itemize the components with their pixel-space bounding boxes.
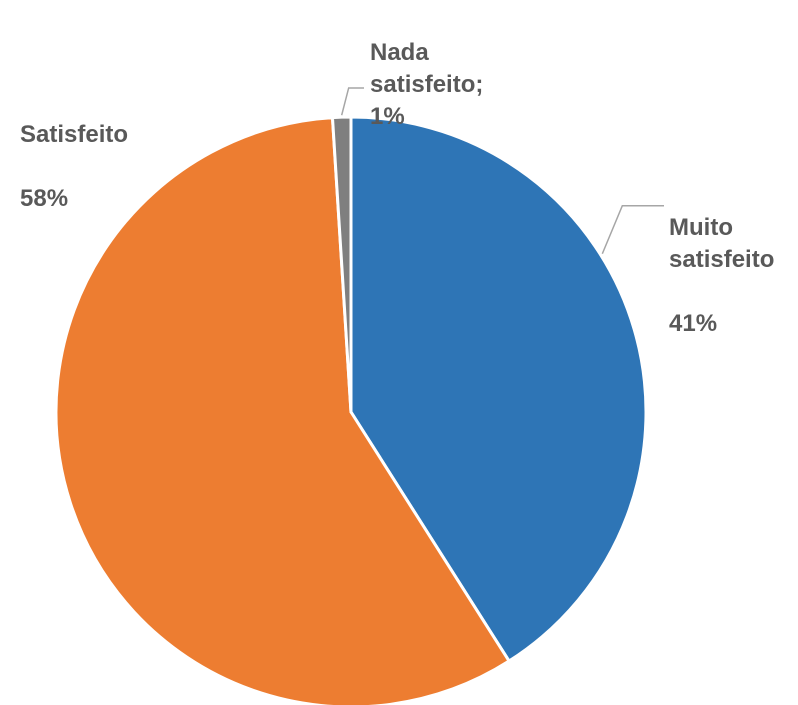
data-label-category: Muito satisfeito xyxy=(669,214,775,273)
data-label-satisfeito: Satisfeito 58% xyxy=(20,87,128,215)
data-label-category: Satisfeito xyxy=(20,121,129,148)
data-label-value: 41% xyxy=(669,310,718,337)
data-label-muito-satisfeito: Muito satisfeito 41% xyxy=(669,180,774,340)
leader-line-0 xyxy=(601,204,664,255)
pie-slice-2 xyxy=(330,115,353,414)
pie-slice-0 xyxy=(349,115,648,663)
data-label-value: 58% xyxy=(20,185,69,212)
pie-slice-1 xyxy=(54,116,511,705)
data-label-category: Nada satisfeito; xyxy=(370,39,484,98)
data-label-value: 1% xyxy=(370,103,405,130)
data-label-nada-satisfeito: Nada satisfeito; 1% xyxy=(370,5,483,133)
leader-line-2 xyxy=(340,87,364,116)
